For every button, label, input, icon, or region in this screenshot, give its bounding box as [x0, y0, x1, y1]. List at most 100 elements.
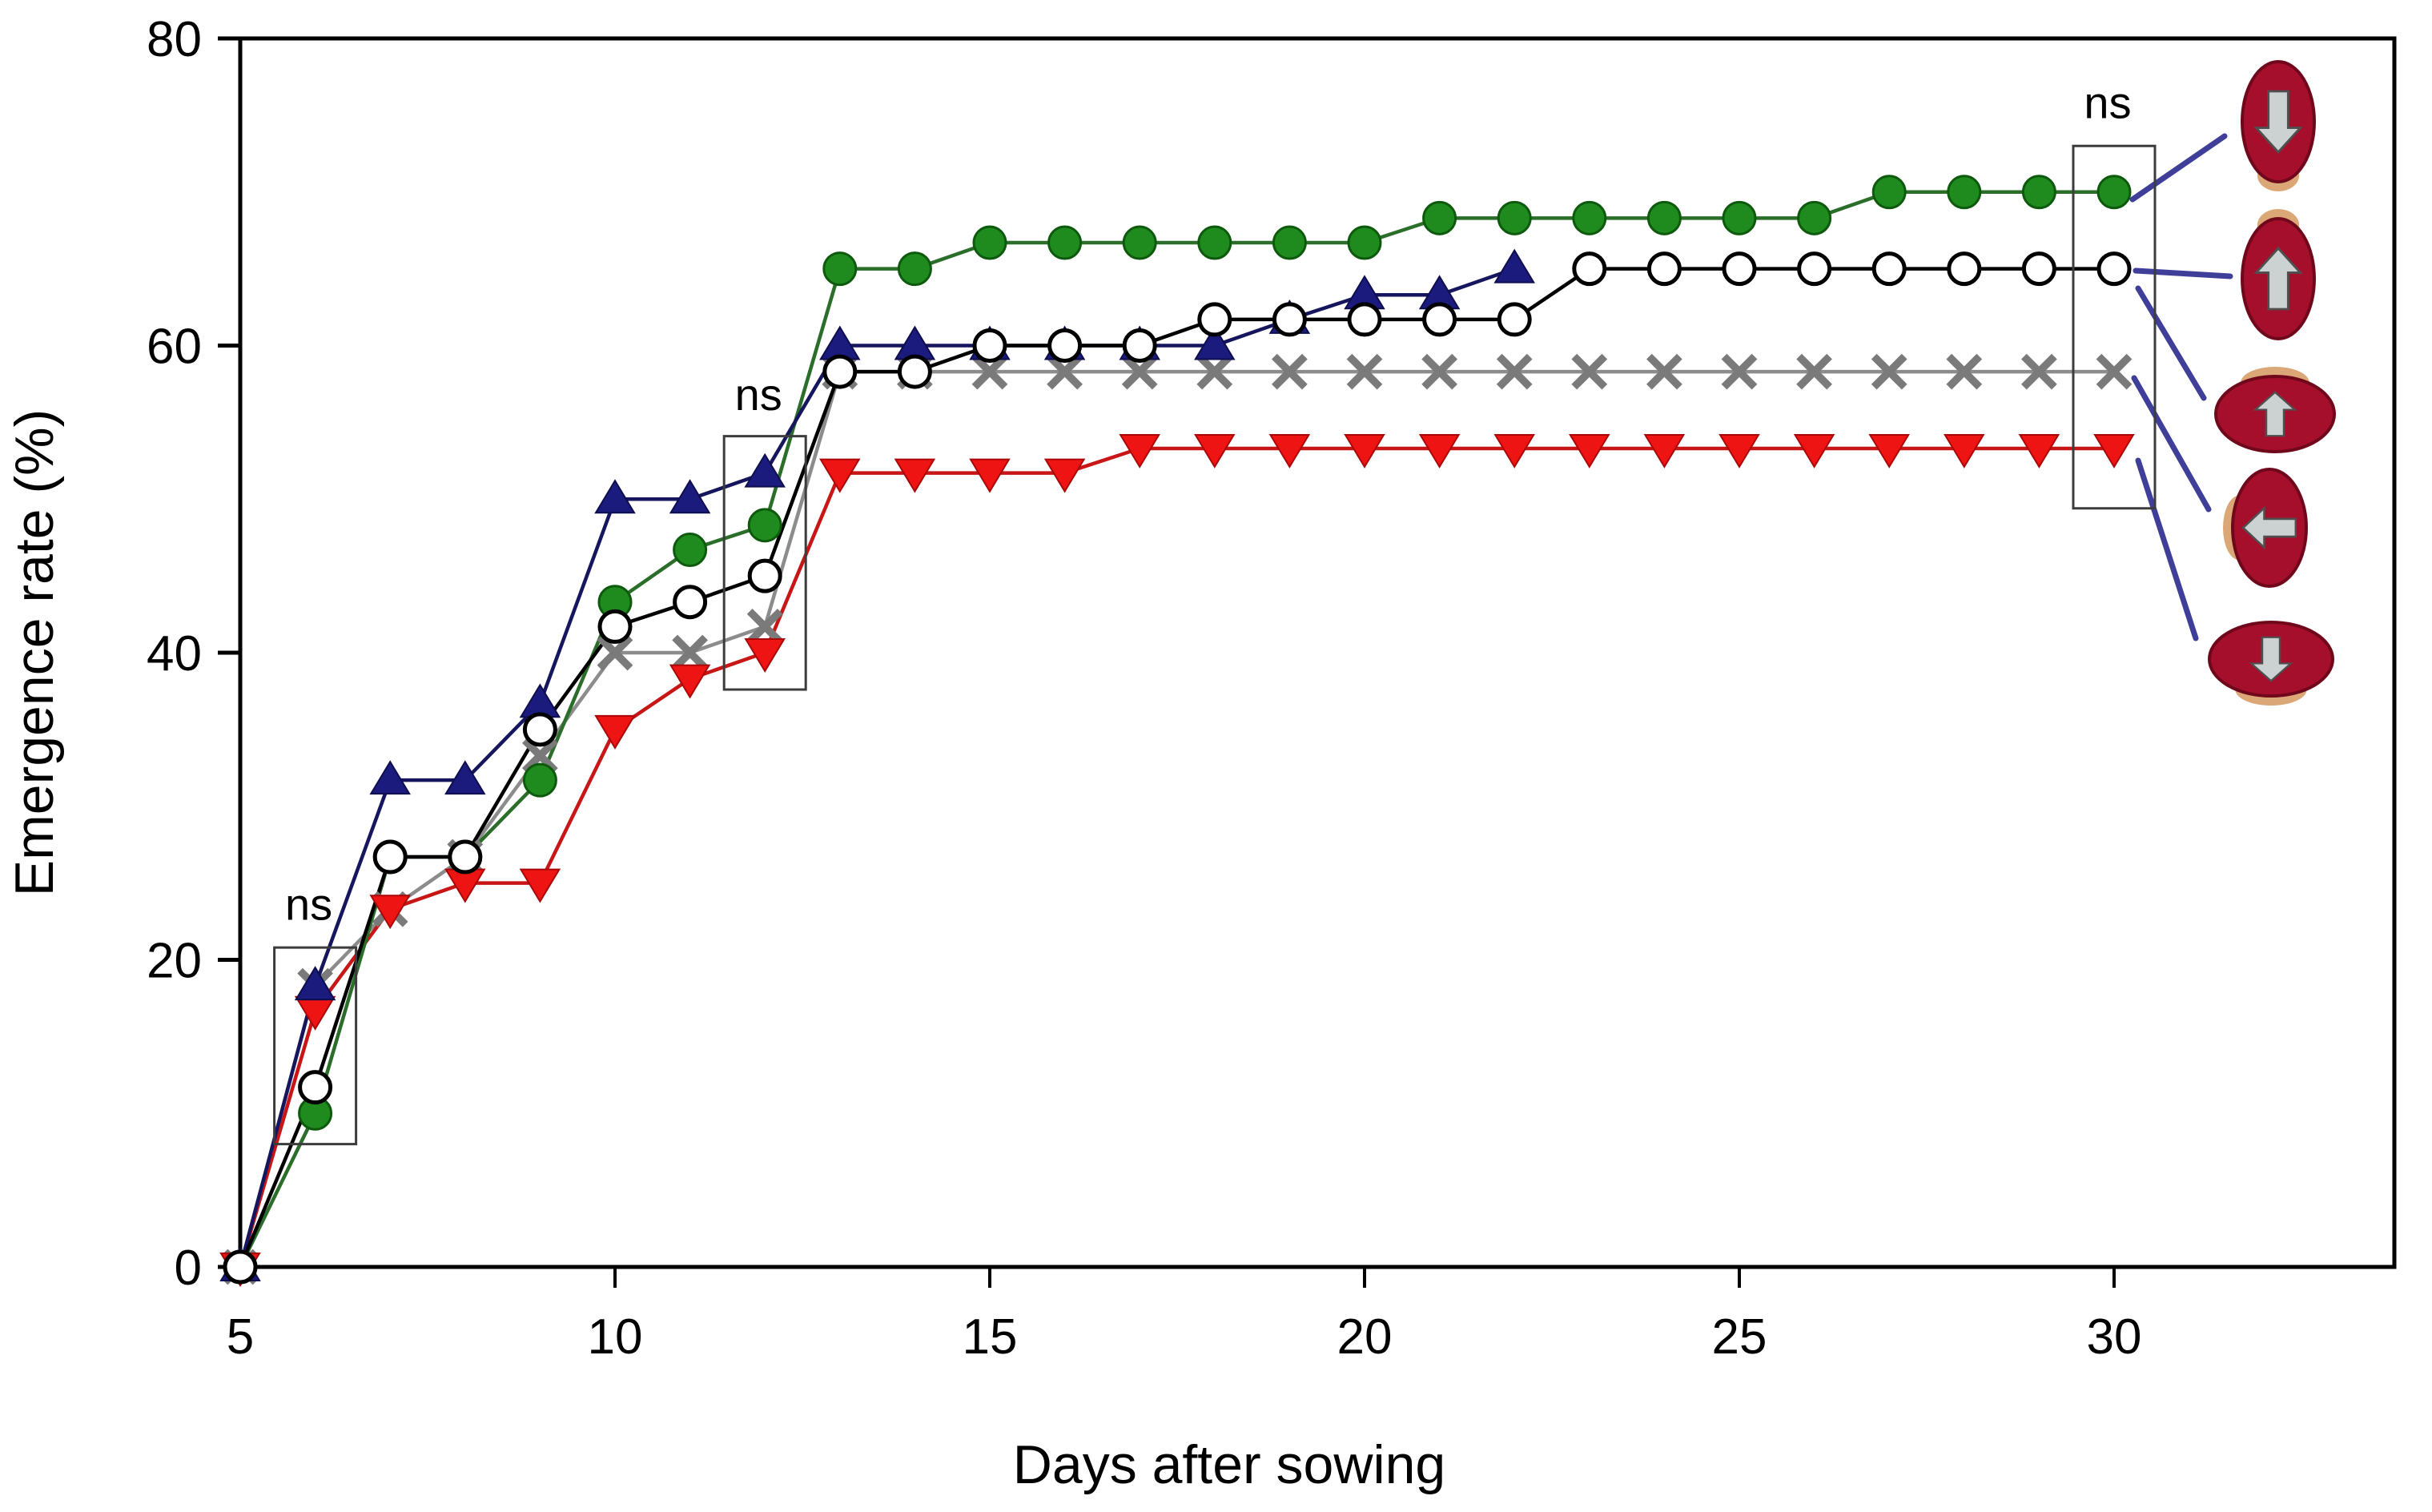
- marker-circle-filled: [1646, 200, 1682, 235]
- marker-x: [1946, 353, 1983, 390]
- marker-triangle-up: [819, 325, 861, 360]
- marker-circle-open: [1871, 251, 1907, 287]
- marker-x: [971, 353, 1008, 390]
- marker-circle-open: [972, 328, 1007, 363]
- marker-circle-filled: [1497, 200, 1532, 235]
- marker-triangle-down: [444, 868, 486, 903]
- marker-circle-open: [1422, 302, 1457, 337]
- marker-triangle-down: [1268, 433, 1311, 468]
- marker-circle-filled: [1197, 225, 1232, 260]
- seed-icon-horizontal-arrow-down: [2208, 621, 2334, 706]
- marker-triangle-up: [594, 479, 636, 514]
- marker-x: [522, 738, 558, 774]
- marker-triangle-up: [1493, 248, 1535, 284]
- marker-circle-filled: [1047, 225, 1083, 260]
- marker-x: [1346, 353, 1383, 390]
- series-line-horizontal-seed-arrow-up: [238, 267, 1515, 1268]
- marker-x: [1272, 353, 1308, 390]
- marker-triangle-down: [969, 458, 1011, 493]
- marker-triangle-down: [1944, 433, 1985, 468]
- marker-triangle-up: [894, 325, 936, 360]
- plot-frame: [238, 36, 2397, 1269]
- ns-label-day-6: ns: [285, 879, 332, 930]
- legend-connector-line: [2133, 267, 2233, 279]
- marker-triangle-up: [1194, 325, 1236, 360]
- marker-triangle-down: [1418, 433, 1461, 468]
- legend-connector-line: [2135, 285, 2207, 401]
- marker-circle-open: [448, 839, 483, 875]
- marker-circle-filled: [1272, 225, 1307, 260]
- marker-x: [1196, 353, 1233, 390]
- marker-triangle-down: [2093, 433, 2135, 468]
- y-tick-label: 20: [147, 934, 202, 989]
- marker-circle-open: [1947, 251, 1982, 287]
- marker-circle-filled: [1347, 225, 1382, 260]
- y-axis-title: Emergence rate (%): [4, 409, 65, 896]
- marker-triangle-down: [294, 995, 336, 1031]
- arrow-down-icon: [2253, 90, 2303, 155]
- marker-triangle-up: [444, 760, 486, 795]
- marker-x: [597, 634, 633, 671]
- marker-triangle-down: [1344, 433, 1385, 468]
- marker-x: [1571, 353, 1608, 390]
- marker-triangle-up: [369, 760, 411, 795]
- marker-triangle-down: [744, 638, 786, 673]
- seed-icon-vertical-arrow-left: [2223, 468, 2308, 588]
- marker-triangle-down: [1718, 433, 1760, 468]
- marker-circle-open: [897, 354, 932, 389]
- series-line-horizontal-seed-arrow-down: [238, 446, 2114, 1268]
- marker-circle-open: [673, 585, 708, 620]
- marker-triangle-down: [1194, 433, 1236, 468]
- seed-icon-vertical-arrow-down: [2241, 60, 2316, 191]
- marker-circle-filled: [522, 762, 557, 798]
- marker-triangle-down: [594, 714, 636, 750]
- marker-x: [1496, 353, 1533, 390]
- marker-x: [1421, 353, 1457, 390]
- marker-x: [1121, 353, 1158, 390]
- marker-x: [1047, 353, 1083, 390]
- ns-box-day-30: [2072, 144, 2157, 510]
- ns-box-day-6: [273, 946, 358, 1146]
- marker-circle-filled: [2096, 175, 2132, 210]
- marker-triangle-up: [669, 479, 711, 514]
- marker-circle-open: [522, 712, 557, 747]
- marker-circle-filled: [1871, 175, 1907, 210]
- marker-circle-open: [2096, 251, 2132, 287]
- marker-x: [746, 609, 783, 645]
- marker-triangle-down: [669, 664, 711, 699]
- marker-triangle-down: [1493, 433, 1535, 468]
- arrow-left-icon: [2241, 505, 2297, 550]
- marker-circle-open: [1047, 328, 1083, 363]
- series-line-vertical-seed-arrow-down: [238, 190, 2114, 1268]
- x-tick-label: 25: [1712, 1309, 1767, 1365]
- marker-circle-open: [372, 839, 408, 875]
- series-markers-horizontal-seed-arrow-down: [219, 433, 2135, 1287]
- x-axis-title: Days after sowing: [1013, 1434, 1445, 1495]
- marker-x: [1796, 353, 1832, 390]
- marker-triangle-down: [1793, 433, 1835, 468]
- marker-circle-filled: [897, 251, 932, 287]
- marker-triangle-down: [1643, 433, 1686, 468]
- marker-triangle-down: [819, 458, 861, 493]
- x-tick-label: 15: [963, 1309, 1018, 1365]
- marker-triangle-down: [1043, 458, 1086, 493]
- ns-box-day-12: [722, 435, 807, 691]
- ns-label-day-30: ns: [2084, 78, 2131, 128]
- marker-triangle-down: [1569, 433, 1610, 468]
- x-tick-label: 30: [2087, 1309, 2142, 1365]
- marker-circle-open: [223, 1249, 258, 1285]
- marker-circle-open: [1272, 302, 1307, 337]
- marker-triangle-up: [519, 683, 561, 718]
- marker-circle-open: [1347, 302, 1382, 337]
- x-tick-label: 20: [1337, 1309, 1393, 1365]
- marker-x: [2096, 353, 2133, 390]
- x-tick-label: 5: [227, 1309, 254, 1365]
- seed-icon-horizontal-arrow-up: [2214, 367, 2336, 453]
- arrow-up-icon: [2253, 246, 2303, 311]
- marker-triangle-down: [369, 895, 411, 930]
- marker-circle-open: [1497, 302, 1532, 337]
- series-markers-vertical-seed-arrow-left: [222, 353, 2133, 1285]
- marker-circle-open: [1722, 251, 1757, 287]
- arrow-up-icon: [2253, 391, 2297, 437]
- marker-circle-filled: [822, 251, 858, 287]
